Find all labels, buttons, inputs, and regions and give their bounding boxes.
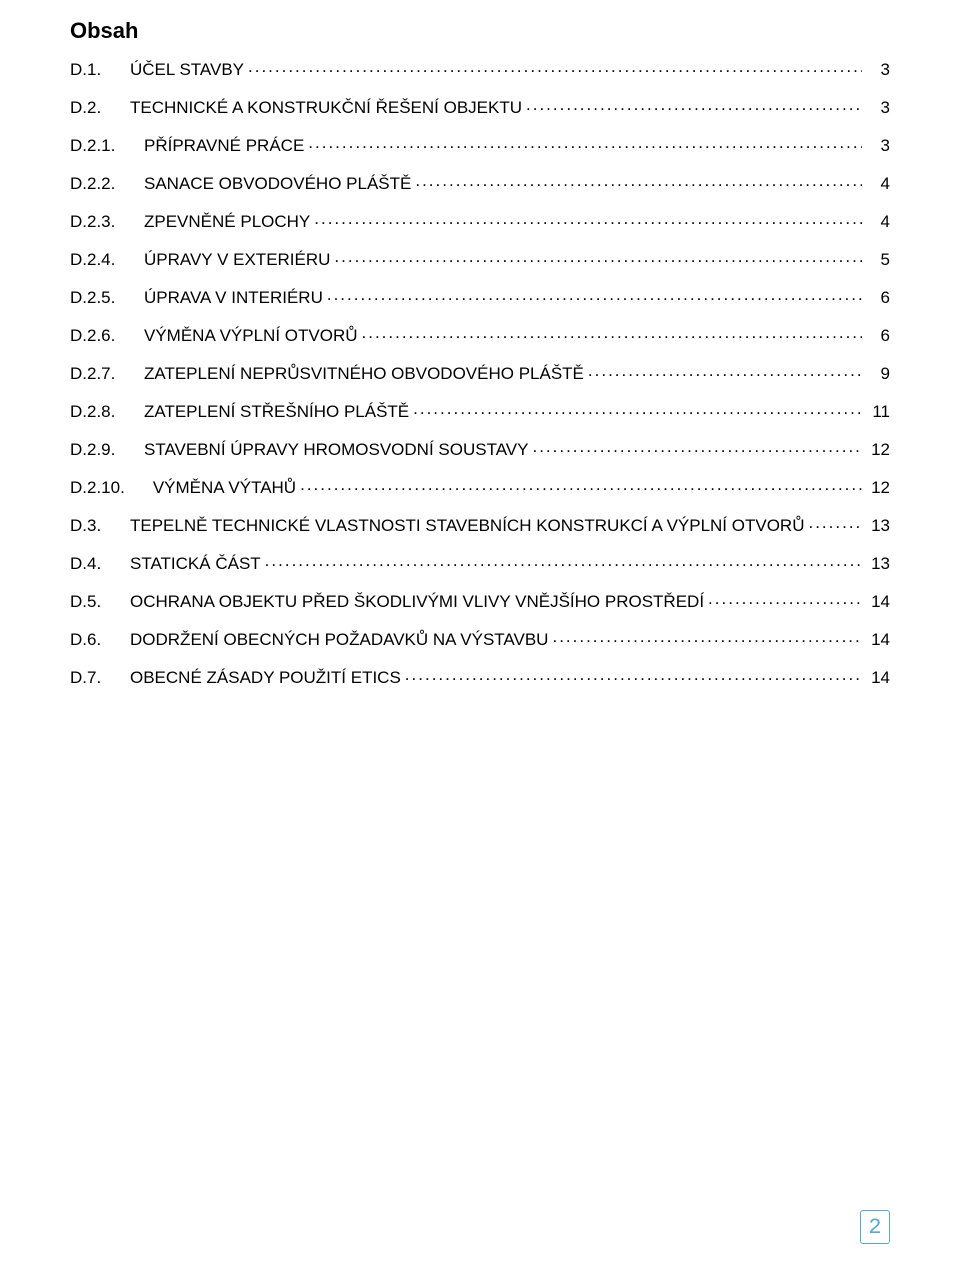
toc-entry-label: ZATEPLENÍ STŘEŠNÍHO PLÁŠTĚ	[144, 403, 409, 420]
page-number: 2	[868, 1215, 881, 1240]
toc-leader-dots	[532, 438, 862, 455]
toc-entry-page: 14	[866, 669, 890, 686]
toc-entry-number: D.2.8.	[70, 403, 144, 420]
toc-entry-label: ÚPRAVY V EXTERIÉRU	[144, 251, 330, 268]
toc-entry-number: D.2.6.	[70, 327, 144, 344]
toc-entry-label: ZATEPLENÍ NEPRŮSVITNÉHO OBVODOVÉHO PLÁŠT…	[144, 365, 584, 382]
toc-entry-label: OCHRANA OBJEKTU PŘED ŠKODLIVÝMI VLIVY VN…	[130, 593, 704, 610]
toc-row: D.5.OCHRANA OBJEKTU PŘED ŠKODLIVÝMI VLIV…	[70, 590, 890, 610]
toc-leader-dots	[588, 362, 862, 379]
toc-leader-dots	[415, 172, 862, 189]
toc-row: D.1.ÚČEL STAVBY 3	[70, 58, 890, 78]
toc-leader-dots	[413, 400, 862, 417]
toc-leader-dots	[308, 134, 862, 151]
toc-row: D.2.1.PŘÍPRAVNÉ PRÁCE 3	[70, 134, 890, 154]
toc-row: D.2.7.ZATEPLENÍ NEPRŮSVITNÉHO OBVODOVÉHO…	[70, 362, 890, 382]
toc-entry-page: 13	[866, 517, 890, 534]
toc-entry-number: D.1.	[70, 61, 130, 78]
toc-entry-page: 3	[866, 61, 890, 78]
toc-entry-number: D.2.3.	[70, 213, 144, 230]
toc-entry-number: D.6.	[70, 631, 130, 648]
toc-leader-dots	[327, 286, 862, 303]
toc-entry-label: DODRŽENÍ OBECNÝCH POŽADAVKŮ NA VÝSTAVBU	[130, 631, 548, 648]
toc-row: D.6.DODRŽENÍ OBECNÝCH POŽADAVKŮ NA VÝSTA…	[70, 628, 890, 648]
toc-entry-number: D.3.	[70, 517, 130, 534]
toc-entry-page: 3	[866, 137, 890, 154]
page: Obsah D.1.ÚČEL STAVBY3D.2.TECHNICKÉ A KO…	[0, 0, 960, 1280]
toc-row: D.2.3.ZPEVNĚNÉ PLOCHY 4	[70, 210, 890, 230]
toc-entry-label: VÝMĚNA VÝPLNÍ OTVORŮ	[144, 327, 358, 344]
toc-entry-number: D.2.10.	[70, 479, 153, 496]
toc-row: D.2.TECHNICKÉ A KONSTRUKČNÍ ŘEŠENÍ OBJEK…	[70, 96, 890, 116]
toc-entry-number: D.2.5.	[70, 289, 144, 306]
toc-leader-dots	[300, 476, 862, 493]
toc-leader-dots	[552, 628, 862, 645]
toc-entry-label: ÚČEL STAVBY	[130, 61, 244, 78]
toc-entry-label: STATICKÁ ČÁST	[130, 555, 261, 572]
toc-entry-number: D.2.9.	[70, 441, 144, 458]
toc-entry-page: 6	[866, 327, 890, 344]
toc-row: D.2.6.VÝMĚNA VÝPLNÍ OTVORŮ 6	[70, 324, 890, 344]
toc-entry-number: D.2.7.	[70, 365, 144, 382]
toc-row: D.2.8.ZATEPLENÍ STŘEŠNÍHO PLÁŠTĚ 11	[70, 400, 890, 420]
toc-entry-number: D.4.	[70, 555, 130, 572]
toc-row: D.2.5.ÚPRAVA V INTERIÉRU 6	[70, 286, 890, 306]
toc-entry-label: OBECNÉ ZÁSADY POUŽITÍ ETICS	[130, 669, 401, 686]
toc-row: D.4.STATICKÁ ČÁST 13	[70, 552, 890, 572]
page-number-box: 2	[860, 1210, 890, 1244]
toc-entry-page: 13	[866, 555, 890, 572]
toc-entry-label: SANACE OBVODOVÉHO PLÁŠTĚ	[144, 175, 411, 192]
toc-entry-number: D.2.1.	[70, 137, 144, 154]
toc-entry-label: PŘÍPRAVNÉ PRÁCE	[144, 137, 304, 154]
toc-entry-page: 5	[866, 251, 890, 268]
toc-entry-page: 12	[866, 479, 890, 496]
toc-entry-page: 12	[866, 441, 890, 458]
toc-list: D.1.ÚČEL STAVBY3D.2.TECHNICKÉ A KONSTRUK…	[70, 58, 890, 686]
toc-entry-page: 4	[866, 213, 890, 230]
toc-entry-label: VÝMĚNA VÝTAHŮ	[153, 479, 296, 496]
toc-entry-page: 3	[866, 99, 890, 116]
toc-row: D.2.10.VÝMĚNA VÝTAHŮ 12	[70, 476, 890, 496]
toc-entry-number: D.2.4.	[70, 251, 144, 268]
toc-title: Obsah	[70, 18, 890, 44]
toc-entry-label: TECHNICKÉ A KONSTRUKČNÍ ŘEŠENÍ OBJEKTU	[130, 99, 522, 116]
toc-leader-dots	[248, 58, 862, 75]
toc-entry-label: STAVEBNÍ ÚPRAVY HROMOSVODNÍ SOUSTAVY	[144, 441, 528, 458]
toc-entry-label: ÚPRAVA V INTERIÉRU	[144, 289, 323, 306]
toc-leader-dots	[526, 96, 862, 113]
toc-leader-dots	[334, 248, 862, 265]
toc-leader-dots	[314, 210, 862, 227]
toc-entry-page: 14	[866, 631, 890, 648]
toc-entry-label: TEPELNĚ TECHNICKÉ VLASTNOSTI STAVEBNÍCH …	[130, 517, 804, 534]
toc-row: D.7.OBECNÉ ZÁSADY POUŽITÍ ETICS 14	[70, 666, 890, 686]
toc-entry-number: D.2.2.	[70, 175, 144, 192]
toc-row: D.3.TEPELNĚ TECHNICKÉ VLASTNOSTI STAVEBN…	[70, 514, 890, 534]
toc-entry-label: ZPEVNĚNÉ PLOCHY	[144, 213, 310, 230]
toc-entry-page: 11	[866, 403, 890, 420]
toc-entry-page: 4	[866, 175, 890, 192]
toc-row: D.2.2.SANACE OBVODOVÉHO PLÁŠTĚ 4	[70, 172, 890, 192]
toc-entry-page: 9	[866, 365, 890, 382]
toc-leader-dots	[265, 552, 862, 569]
toc-leader-dots	[405, 666, 862, 683]
toc-row: D.2.9.STAVEBNÍ ÚPRAVY HROMOSVODNÍ SOUSTA…	[70, 438, 890, 458]
toc-entry-number: D.7.	[70, 669, 130, 686]
toc-entry-page: 6	[866, 289, 890, 306]
toc-row: D.2.4.ÚPRAVY V EXTERIÉRU 5	[70, 248, 890, 268]
toc-entry-number: D.2.	[70, 99, 130, 116]
toc-leader-dots	[808, 514, 862, 531]
toc-leader-dots	[362, 324, 863, 341]
toc-entry-number: D.5.	[70, 593, 130, 610]
toc-entry-page: 14	[866, 593, 890, 610]
toc-leader-dots	[708, 590, 862, 607]
